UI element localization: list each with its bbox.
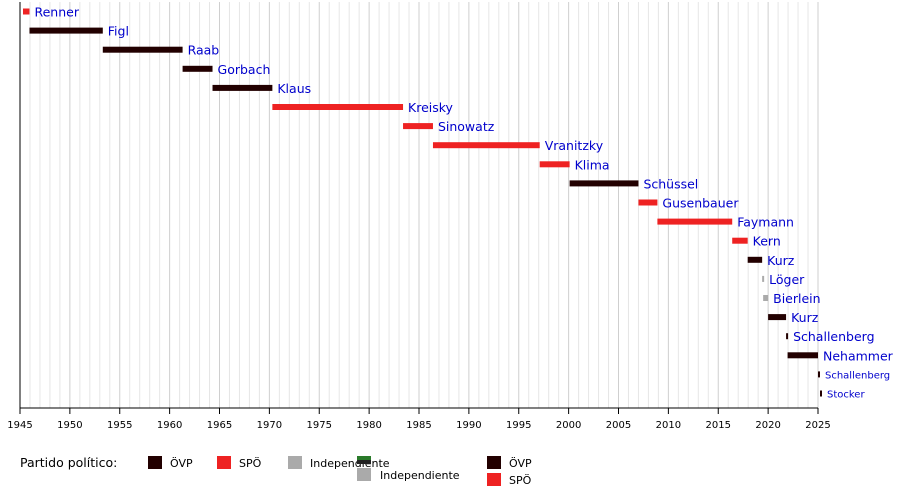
label-gorbach: Gorbach — [218, 62, 271, 77]
label-raab: Raab — [188, 43, 220, 58]
x-tick-label: 2005 — [606, 420, 631, 431]
label-schallenberg: Schallenberg — [793, 329, 874, 344]
x-tick-label: 2015 — [706, 420, 731, 431]
x-tick-label: 1950 — [57, 420, 82, 431]
x-tick-label: 1990 — [456, 420, 481, 431]
x-tick-label: 1995 — [506, 420, 531, 431]
legend-label: SPÖ — [239, 457, 262, 470]
x-tick-label: 1945 — [7, 420, 32, 431]
x-tick-label: 2000 — [556, 420, 581, 431]
label-klima: Klima — [575, 157, 610, 172]
bar-gusenbauer — [638, 199, 658, 206]
bar-renner — [22, 8, 30, 15]
bar-schssel — [569, 180, 639, 187]
label-kurz: Kurz — [767, 253, 795, 268]
x-tick-label: 2010 — [656, 420, 681, 431]
bar-vranitzky — [432, 142, 540, 149]
bar-sinowatz — [403, 123, 433, 130]
label-lger: Löger — [769, 272, 805, 287]
legend-swatch — [288, 456, 302, 469]
label-stocker: Stocker — [827, 390, 865, 401]
bar-klaus — [212, 84, 273, 91]
bar-bierlein — [763, 295, 769, 301]
legend-swatch — [487, 473, 501, 486]
legend-title: Partido político: — [20, 455, 117, 470]
bar-kurz — [747, 256, 763, 263]
label-schallenberg: Schallenberg — [825, 370, 890, 381]
x-tick-label: 2020 — [755, 420, 780, 431]
bar-nehammer — [787, 352, 818, 359]
label-sinowatz: Sinowatz — [438, 119, 495, 134]
bar-figl — [29, 27, 103, 34]
chart-grid — [19, 2, 819, 408]
bar-schallenberg — [818, 371, 820, 378]
label-nehammer: Nehammer — [823, 348, 894, 363]
label-renner: Renner — [34, 5, 79, 20]
x-tick-label: 1975 — [307, 420, 332, 431]
legend-label: Independiente — [310, 457, 390, 470]
x-tick-label: 1980 — [356, 420, 381, 431]
label-kern: Kern — [753, 234, 781, 249]
label-klaus: Klaus — [277, 81, 311, 96]
chart-legend: Partido político: ÖVP SPÖ IndependienteInde… — [20, 455, 532, 487]
x-tick-label: 1970 — [257, 420, 282, 431]
legend-fragment — [357, 456, 371, 460]
bar-stocker — [819, 390, 822, 397]
x-axis: 1945 1950 1955 1960 1965 1970 1975 1980 1985 1990… — [7, 2, 831, 431]
bar-kern — [732, 237, 748, 244]
legend-label: ÖVP — [509, 457, 532, 470]
bar-klima — [539, 161, 570, 168]
label-faymann: Faymann — [737, 215, 794, 230]
x-tick-label: 1960 — [157, 420, 182, 431]
legend-swatch — [487, 456, 501, 469]
label-vranitzky: Vranitzky — [545, 138, 604, 153]
legend-swatch — [217, 456, 231, 469]
label-gusenbauer: Gusenbauer — [662, 196, 739, 211]
legend-label: ÖVP — [170, 457, 193, 470]
bar-faymann — [657, 218, 733, 225]
x-tick-label: 1985 — [406, 420, 431, 431]
x-tick-label: 1955 — [107, 420, 132, 431]
bar-lger — [762, 275, 765, 282]
chart-name-labels: Renner Figl Raab Gorbach Klaus Kreisky Sinowat… — [34, 5, 893, 401]
legend-label: SPÖ — [509, 474, 532, 487]
legend-swatch — [357, 468, 371, 481]
label-kreisky: Kreisky — [408, 100, 454, 115]
chart-bars — [22, 8, 822, 397]
x-tick-label: 1965 — [207, 420, 232, 431]
label-figl: Figl — [108, 24, 129, 39]
bar-gorbach — [182, 65, 213, 72]
x-tick-label: 2025 — [805, 420, 830, 431]
label-kurz: Kurz — [791, 310, 819, 325]
label-bierlein: Bierlein — [773, 291, 820, 306]
bar-raab — [102, 46, 183, 53]
label-schssel: Schüssel — [643, 176, 698, 191]
legend-fragment — [357, 460, 371, 464]
legend-swatch — [148, 456, 162, 469]
bar-kurz — [768, 314, 787, 321]
legend-label: Independiente — [380, 469, 460, 482]
bar-schallenberg — [786, 333, 789, 340]
bar-kreisky — [272, 104, 404, 110]
